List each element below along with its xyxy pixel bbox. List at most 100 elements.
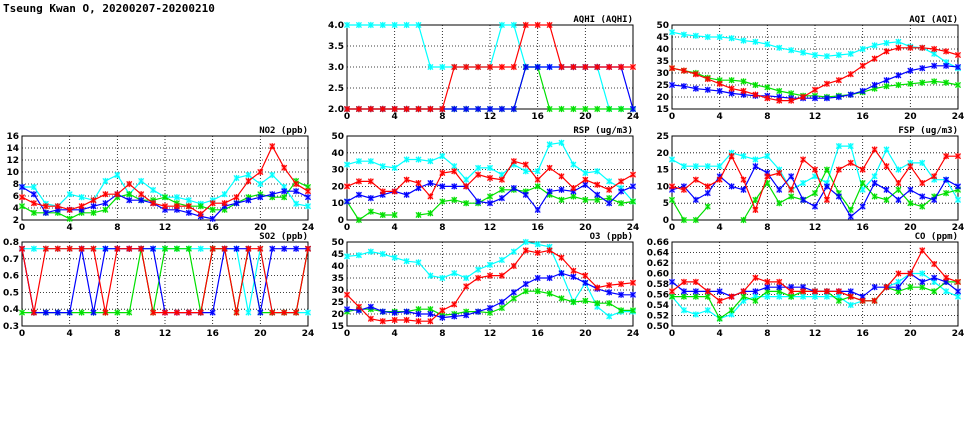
data-point	[475, 171, 482, 178]
data-point	[415, 211, 422, 219]
marker-star	[162, 194, 168, 201]
x-tick-label: 16	[531, 223, 544, 233]
y-tick-label: 6	[13, 192, 19, 202]
data-point	[233, 200, 240, 207]
data-point	[883, 186, 890, 193]
data-point	[54, 309, 61, 316]
marker-star	[943, 288, 950, 295]
marker-star	[281, 194, 288, 201]
data-point	[582, 169, 589, 177]
marker-star	[728, 183, 735, 190]
marker-star	[498, 298, 505, 306]
data-point	[823, 95, 830, 102]
y-tick-label: 30	[331, 286, 344, 296]
data-point	[233, 309, 240, 316]
y-tick-label: 20	[656, 149, 669, 159]
data-point	[570, 273, 577, 280]
data-point	[66, 309, 73, 316]
data-point	[150, 200, 157, 207]
data-point	[582, 279, 589, 286]
x-tick-label: 12	[809, 223, 822, 233]
data-point	[546, 274, 553, 282]
y-tick-label: 15	[656, 166, 669, 176]
x-tick-label: 8	[439, 112, 445, 122]
data-point	[943, 48, 950, 55]
marker-star	[704, 163, 711, 170]
marker-star	[427, 63, 434, 71]
data-point	[943, 274, 950, 281]
y-tick-label: 8	[13, 180, 19, 190]
data-point	[463, 312, 470, 319]
data-point	[19, 203, 25, 210]
marker-star	[859, 297, 866, 304]
data-point	[955, 153, 961, 160]
marker-star	[692, 32, 699, 39]
data-point	[680, 67, 687, 74]
data-point	[522, 238, 529, 246]
marker-star	[19, 203, 25, 210]
marker-star	[835, 288, 842, 295]
data-point	[403, 21, 410, 29]
data-point	[534, 21, 541, 29]
marker-star	[728, 35, 735, 42]
data-point	[752, 206, 759, 214]
data-point	[859, 203, 866, 210]
marker-star	[427, 179, 434, 187]
x-tick-label: 4	[392, 112, 398, 122]
marker-star	[919, 203, 926, 210]
x-tick-label: 12	[159, 223, 172, 233]
data-point	[281, 309, 288, 316]
y-tick-label: 0.64	[647, 249, 669, 259]
marker-star	[185, 203, 192, 210]
series-red	[344, 21, 636, 113]
data-point	[281, 245, 288, 252]
data-point	[895, 38, 902, 45]
data-point	[919, 44, 926, 51]
marker-star	[728, 293, 735, 300]
data-point	[558, 139, 565, 146]
data-point	[439, 169, 446, 177]
data-point	[716, 33, 723, 41]
marker-star	[800, 288, 807, 295]
marker-star	[355, 303, 362, 310]
series-red	[344, 158, 636, 200]
data-point	[955, 278, 961, 285]
data-point	[30, 209, 37, 216]
data-point	[823, 288, 830, 295]
data-point	[704, 33, 711, 41]
x-tick-label: 8	[764, 223, 770, 233]
data-point	[704, 86, 711, 93]
marker-star	[439, 105, 446, 113]
data-point	[114, 171, 121, 179]
marker-star	[594, 191, 601, 198]
data-point	[367, 248, 374, 255]
data-point	[66, 245, 73, 252]
data-point	[788, 47, 795, 54]
data-point	[510, 262, 517, 270]
marker-star	[823, 293, 830, 300]
marker-star	[439, 307, 446, 314]
data-point	[692, 71, 699, 78]
data-point	[883, 163, 890, 170]
marker-star	[221, 200, 228, 207]
data-point	[704, 75, 711, 83]
y-tick-label: 15	[331, 322, 344, 332]
marker-star	[716, 288, 723, 295]
data-point	[800, 49, 807, 56]
marker-star	[379, 21, 386, 29]
data-point	[812, 190, 818, 197]
marker-star	[367, 178, 374, 185]
data-point	[907, 44, 914, 51]
marker-star	[570, 184, 577, 192]
marker-star	[740, 293, 747, 300]
data-point	[522, 247, 529, 254]
data-point	[728, 153, 735, 160]
data-point	[895, 166, 902, 173]
data-point	[415, 318, 422, 325]
data-point	[680, 163, 687, 170]
marker-star	[955, 63, 961, 71]
marker-star	[233, 309, 240, 316]
marker-star	[752, 38, 759, 45]
data-point	[776, 284, 783, 291]
plot-border	[346, 135, 634, 221]
